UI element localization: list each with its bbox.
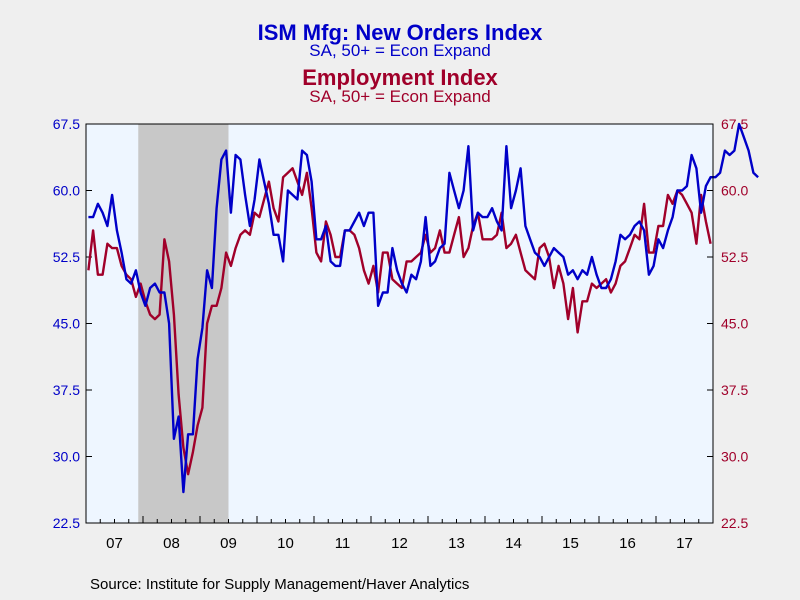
x-tick-label: 07	[106, 535, 123, 552]
chart-subtitle-2: SA, 50+ = Econ Expand	[309, 87, 491, 106]
source-note: Source: Institute for Supply Management/…	[90, 576, 470, 593]
x-tick-label: 14	[505, 535, 522, 552]
y-left-tick-label: 37.5	[53, 382, 80, 398]
x-tick-label: 16	[619, 535, 636, 552]
plot-frame	[85, 123, 714, 524]
series-line-employment	[87, 167, 712, 476]
y-right-tick-label: 52.5	[721, 249, 748, 265]
y-right-tick-label: 22.5	[721, 515, 748, 531]
y-right-tick-label: 60.0	[721, 183, 748, 199]
y-left-tick-label: 60.0	[53, 183, 80, 199]
y-right-tick-label: 67.5	[721, 116, 748, 132]
y-right-tick-label: 30.0	[721, 449, 748, 465]
chart-subtitle: SA, 50+ = Econ Expand	[309, 41, 491, 60]
x-tick-label: 08	[163, 535, 180, 552]
x-tick-label: 10	[277, 535, 294, 552]
y-right-tick-label: 45.0	[721, 316, 748, 332]
y-left-tick-label: 45.0	[53, 316, 80, 332]
x-tick-label: 09	[220, 535, 237, 552]
y-left-tick-label: 52.5	[53, 249, 80, 265]
chart-title: ISM Mfg: New Orders Index	[257, 20, 543, 45]
y-left-tick-label: 22.5	[53, 515, 80, 531]
chart-title-2: Employment Index	[302, 65, 498, 90]
y-left-tick-label: 30.0	[53, 449, 80, 465]
y-left-tick-label: 67.5	[53, 116, 80, 132]
series-line-new-orders	[88, 122, 759, 494]
x-tick-label: 17	[676, 535, 693, 552]
x-tick-label: 11	[335, 535, 351, 552]
y-right-tick-label: 37.5	[721, 382, 748, 398]
recession-shading	[138, 124, 229, 523]
x-tick-label: 15	[562, 535, 579, 552]
x-tick-label: 13	[448, 535, 465, 552]
x-tick-label: 12	[391, 535, 408, 552]
